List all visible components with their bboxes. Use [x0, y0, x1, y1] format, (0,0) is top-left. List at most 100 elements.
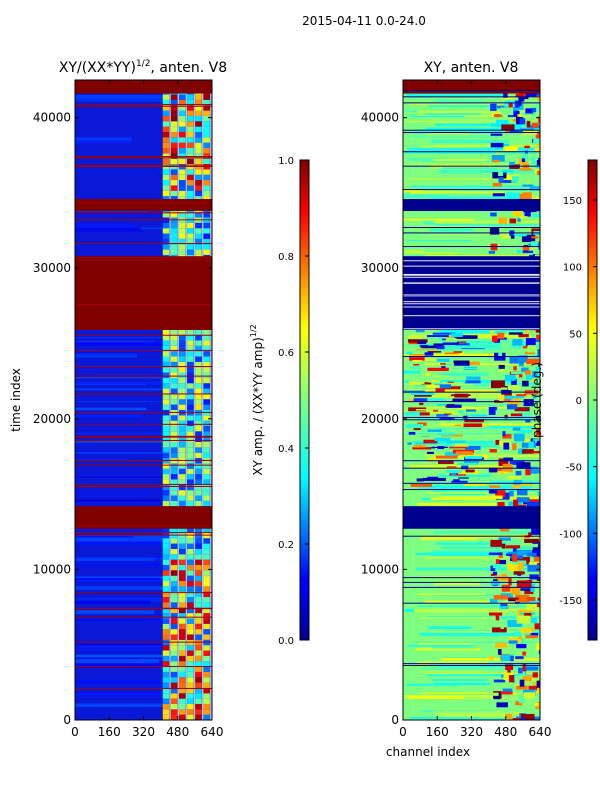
heatmap-cell	[459, 407, 482, 410]
heatmap-cell	[203, 463, 210, 469]
heatmap-cell	[445, 338, 457, 342]
heatmap-cell	[187, 645, 194, 651]
x-tick-label: 640	[529, 725, 552, 739]
heatmap-cell	[179, 222, 186, 229]
left-heatmap	[75, 80, 212, 720]
heatmap-cell	[439, 426, 540, 430]
heatmap-cell	[413, 444, 426, 448]
heatmap-cell	[187, 479, 194, 485]
heatmap-cell	[203, 228, 210, 234]
heatmap-cell	[187, 147, 194, 154]
heatmap-cell	[525, 91, 537, 97]
heatmap-cell	[507, 475, 522, 480]
heatmap-cell	[512, 427, 521, 431]
heatmap-gap	[201, 80, 204, 720]
heatmap-cell	[195, 142, 202, 148]
heatmap-cell	[187, 142, 194, 148]
heatmap-cell	[187, 196, 194, 202]
heatmap-cell	[535, 327, 540, 333]
y-tick-label: 30000	[361, 261, 399, 275]
flag-line	[75, 259, 212, 261]
right-xlabel: channel index	[386, 745, 470, 759]
heatmap-cell	[195, 415, 202, 421]
heatmap-cell	[521, 234, 536, 243]
heatmap-cell	[187, 554, 194, 560]
heatmap-cell	[415, 409, 429, 411]
heatmap-cell	[499, 116, 515, 120]
colorbar-tick-label: 0.0	[278, 636, 294, 647]
heatmap-cell	[195, 447, 202, 453]
heatmap-cell	[502, 433, 512, 439]
heatmap-cell	[170, 468, 178, 475]
heatmap-cell	[203, 329, 210, 336]
heatmap-cell	[501, 232, 509, 239]
heatmap-cell	[517, 667, 523, 674]
heatmap-cell	[179, 623, 186, 630]
heatmap-cell	[203, 212, 210, 218]
heatmap-cell	[500, 339, 509, 345]
heatmap-cell	[75, 598, 186, 602]
heatmap-cell	[203, 415, 210, 421]
heatmap-cell	[162, 388, 170, 394]
heatmap-cell	[179, 527, 186, 533]
heatmap-cell	[187, 393, 194, 400]
flag-line	[403, 482, 540, 484]
flag-line	[403, 232, 540, 234]
heatmap-cell	[187, 404, 194, 410]
flag-line	[75, 435, 212, 437]
flag-line	[75, 440, 212, 442]
heatmap-cell	[203, 666, 210, 672]
heatmap-cell	[195, 570, 202, 576]
y-tick-label: 40000	[33, 111, 71, 125]
flag-line	[403, 282, 540, 284]
heatmap-cell	[195, 703, 202, 710]
heatmap-cell	[529, 247, 540, 250]
heatmap-cell	[531, 122, 539, 128]
heatmap-cell	[517, 562, 524, 570]
heatmap-cell	[75, 407, 147, 411]
heatmap-cell	[203, 548, 210, 555]
heatmap-cell	[179, 586, 186, 592]
heatmap-cell	[75, 230, 143, 232]
left-colorbar-gradient	[299, 159, 310, 641]
heatmap-cell	[490, 133, 503, 136]
heatmap-cell	[408, 147, 540, 152]
heatmap-cell	[405, 433, 519, 435]
heatmap-cell	[203, 340, 210, 346]
heatmap-cell	[195, 623, 202, 630]
heatmap-cell	[407, 644, 473, 648]
heatmap-cell	[449, 471, 467, 476]
heatmap-cell	[162, 538, 170, 544]
heatmap-cell	[434, 392, 452, 396]
heatmap-cell	[162, 597, 170, 603]
heatmap-cell	[403, 194, 451, 198]
heatmap-cell	[170, 388, 178, 394]
heatmap-cell	[162, 431, 170, 437]
heatmap-cell	[195, 185, 202, 191]
flag-line	[403, 294, 540, 296]
heatmap-cell	[170, 190, 178, 197]
heatmap-cell	[179, 228, 186, 234]
y-tick-label: 30000	[33, 261, 71, 275]
heatmap-cell	[452, 398, 477, 402]
heatmap-cell	[494, 114, 503, 118]
flag-line	[403, 96, 540, 98]
heatmap-cell	[179, 693, 186, 699]
heatmap-cell	[416, 567, 538, 571]
heatmap-cell	[523, 562, 531, 566]
heatmap-cell	[433, 530, 540, 535]
heatmap-cell	[75, 452, 166, 454]
heatmap-cell	[187, 607, 194, 614]
heatmap-cell	[203, 655, 210, 662]
heatmap-cell	[498, 364, 505, 369]
heatmap-cell	[434, 682, 491, 686]
heatmap-cell	[522, 184, 534, 187]
heatmap-cell	[203, 629, 210, 635]
heatmap-cell	[170, 249, 178, 255]
heatmap-cell	[187, 613, 194, 619]
heatmap-cell	[446, 466, 457, 469]
heatmap-cell	[170, 147, 178, 154]
heatmap-cell	[440, 328, 538, 332]
heatmap-cell	[203, 698, 210, 704]
heatmap-cell	[506, 541, 521, 545]
